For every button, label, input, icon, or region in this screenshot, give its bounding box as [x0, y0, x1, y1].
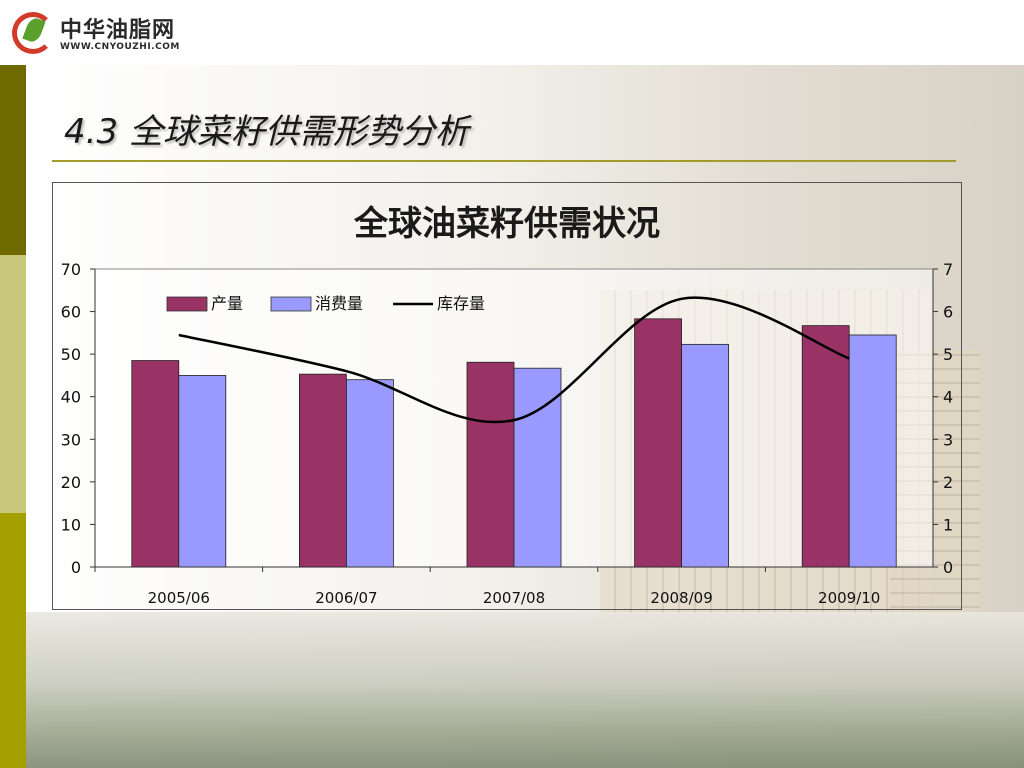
- bar-consumption-2005/06: [178, 375, 227, 568]
- chart-canvas: 全球油菜籽供需状况 0 10 20 30 40 50 60 70 0 1 2 3 4 5 6 7 2005/06…: [61, 204, 954, 607]
- bar-consumption-2009/10: [848, 334, 897, 568]
- x-tick-label-2008/09: 2008/09: [650, 589, 712, 607]
- site-logo[interactable]: 中华油脂网 WWW.CNYOUZHI.COM: [8, 8, 208, 58]
- bar-production-2005/06: [131, 360, 180, 568]
- y-tick-label-left-0: 0: [71, 558, 81, 577]
- bar-production-2008/09: [634, 318, 682, 568]
- y-tick-label-right-2: 2: [943, 473, 953, 492]
- bar-production-2009/10: [801, 325, 850, 568]
- left-stripe-dark: [0, 65, 26, 255]
- y-tick-label-right-4: 4: [943, 388, 953, 407]
- logo-url: WWW.CNYOUZHI.COM: [60, 42, 180, 52]
- legend-label-stock: 库存量: [437, 294, 485, 313]
- line-stock: [178, 296, 850, 424]
- y-tick-label-right-7: 7: [943, 260, 953, 279]
- y-tick-label-right-5: 5: [943, 345, 953, 364]
- chart-title: 全球油菜籽供需状况: [353, 204, 660, 244]
- legend-swatch-production: [166, 296, 208, 312]
- slide-title: 4.3 全球菜籽供需形势分析: [64, 112, 469, 152]
- y-tick-label-left-40: 40: [61, 388, 81, 407]
- bar-production-2006/07: [298, 373, 347, 568]
- bar-consumption-2007/08: [513, 367, 562, 568]
- left-stripe-light: [0, 255, 26, 513]
- bar-consumption-2006/07: [345, 379, 394, 568]
- y-tick-label-right-3: 3: [943, 430, 953, 449]
- x-tick-label-2006/07: 2006/07: [315, 589, 377, 607]
- title-divider: [52, 160, 956, 162]
- y-tick-label-right-1: 1: [943, 515, 953, 534]
- legend-label-consumption: 消费量: [315, 294, 363, 313]
- background-street: [26, 612, 1024, 768]
- legend-swatch-consumption: [270, 296, 312, 312]
- y-tick-label-left-50: 50: [61, 345, 81, 364]
- bar-consumption-2008/09: [681, 343, 729, 568]
- y-tick-label-left-30: 30: [61, 430, 81, 449]
- x-tick-label-2009/10: 2009/10: [818, 589, 880, 607]
- chart-legend: 产量 消费量 库存量: [166, 294, 485, 313]
- y-tick-label-left-60: 60: [61, 303, 81, 322]
- y-tick-label-left-70: 70: [61, 260, 81, 279]
- y-tick-label-left-10: 10: [61, 515, 81, 534]
- bar-production-2007/08: [466, 361, 515, 568]
- logo-name: 中华油脂网: [60, 18, 176, 43]
- legend-label-production: 产量: [211, 294, 243, 313]
- x-tick-label-2007/08: 2007/08: [483, 589, 545, 607]
- y-tick-label-right-0: 0: [943, 558, 953, 577]
- chart-frame: 全球油菜籽供需状况 0 10 20 30 40 50 60 70 0 1 2 3 4 5 6 7 2005/06…: [52, 182, 962, 610]
- x-tick-label-2005/06: 2005/06: [148, 589, 210, 607]
- y-tick-label-right-6: 6: [943, 303, 953, 322]
- y-tick-label-left-20: 20: [61, 473, 81, 492]
- left-stripe-olive: [0, 513, 26, 768]
- logo-c-icon: [12, 12, 54, 54]
